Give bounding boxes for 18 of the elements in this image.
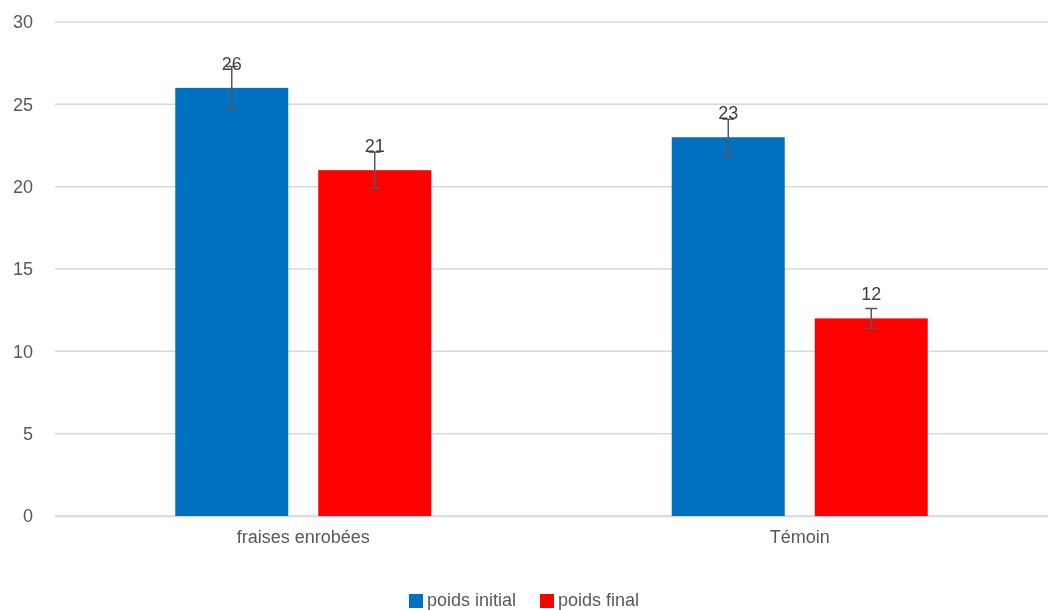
y-tick-label: 5 <box>22 423 33 444</box>
y-tick-label: 15 <box>12 259 33 280</box>
x-tick-label: Témoin <box>769 526 830 547</box>
data-label: 21 <box>364 136 385 157</box>
data-label: 12 <box>861 284 882 305</box>
x-tick-label: fraises enrobées <box>236 526 370 547</box>
bar <box>671 137 785 516</box>
legend-label: poids initial <box>426 590 516 610</box>
y-tick-label: 20 <box>12 176 33 197</box>
bar <box>814 318 928 516</box>
bar <box>318 170 432 516</box>
y-tick-label: 25 <box>12 94 33 115</box>
y-tick-label: 10 <box>12 341 33 362</box>
y-tick-label: 0 <box>22 506 33 527</box>
bar <box>175 87 289 516</box>
y-tick-label: 30 <box>12 12 33 33</box>
data-label: 23 <box>718 103 739 124</box>
legend-label: poids final <box>558 590 640 610</box>
